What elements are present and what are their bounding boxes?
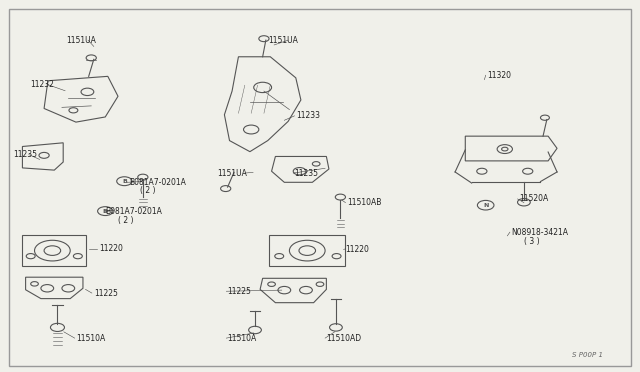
Text: 11510A: 11510A xyxy=(77,334,106,343)
Text: 1151UA: 1151UA xyxy=(67,36,96,45)
Text: 11235: 11235 xyxy=(13,150,37,159)
Text: B081A7-0201A: B081A7-0201A xyxy=(129,178,186,187)
Text: 11235: 11235 xyxy=(294,169,319,177)
Text: 11225: 11225 xyxy=(94,289,118,298)
Text: S P00P 1: S P00P 1 xyxy=(572,352,603,358)
Text: B: B xyxy=(122,179,127,184)
Text: 11510AD: 11510AD xyxy=(326,334,362,343)
Text: 11510A: 11510A xyxy=(228,334,257,343)
Text: 11220: 11220 xyxy=(346,245,369,254)
Text: 11220: 11220 xyxy=(99,244,123,253)
Text: ( 2 ): ( 2 ) xyxy=(118,216,134,225)
Text: N08918-3421A: N08918-3421A xyxy=(511,228,568,237)
Text: 11233: 11233 xyxy=(296,111,321,121)
Text: ( 3 ): ( 3 ) xyxy=(524,237,540,246)
Text: 11232: 11232 xyxy=(30,80,54,89)
Text: 1151UA: 1151UA xyxy=(217,169,246,177)
Text: 11320: 11320 xyxy=(487,71,511,80)
Text: B081A7-0201A: B081A7-0201A xyxy=(105,207,162,217)
Text: 11225: 11225 xyxy=(228,287,252,296)
Text: B: B xyxy=(103,209,108,214)
Text: 11520A: 11520A xyxy=(519,195,548,203)
Text: ( 2 ): ( 2 ) xyxy=(140,186,156,195)
Text: N: N xyxy=(483,203,488,208)
Text: 1151UA: 1151UA xyxy=(268,36,298,45)
Text: 11510AB: 11510AB xyxy=(347,198,381,207)
